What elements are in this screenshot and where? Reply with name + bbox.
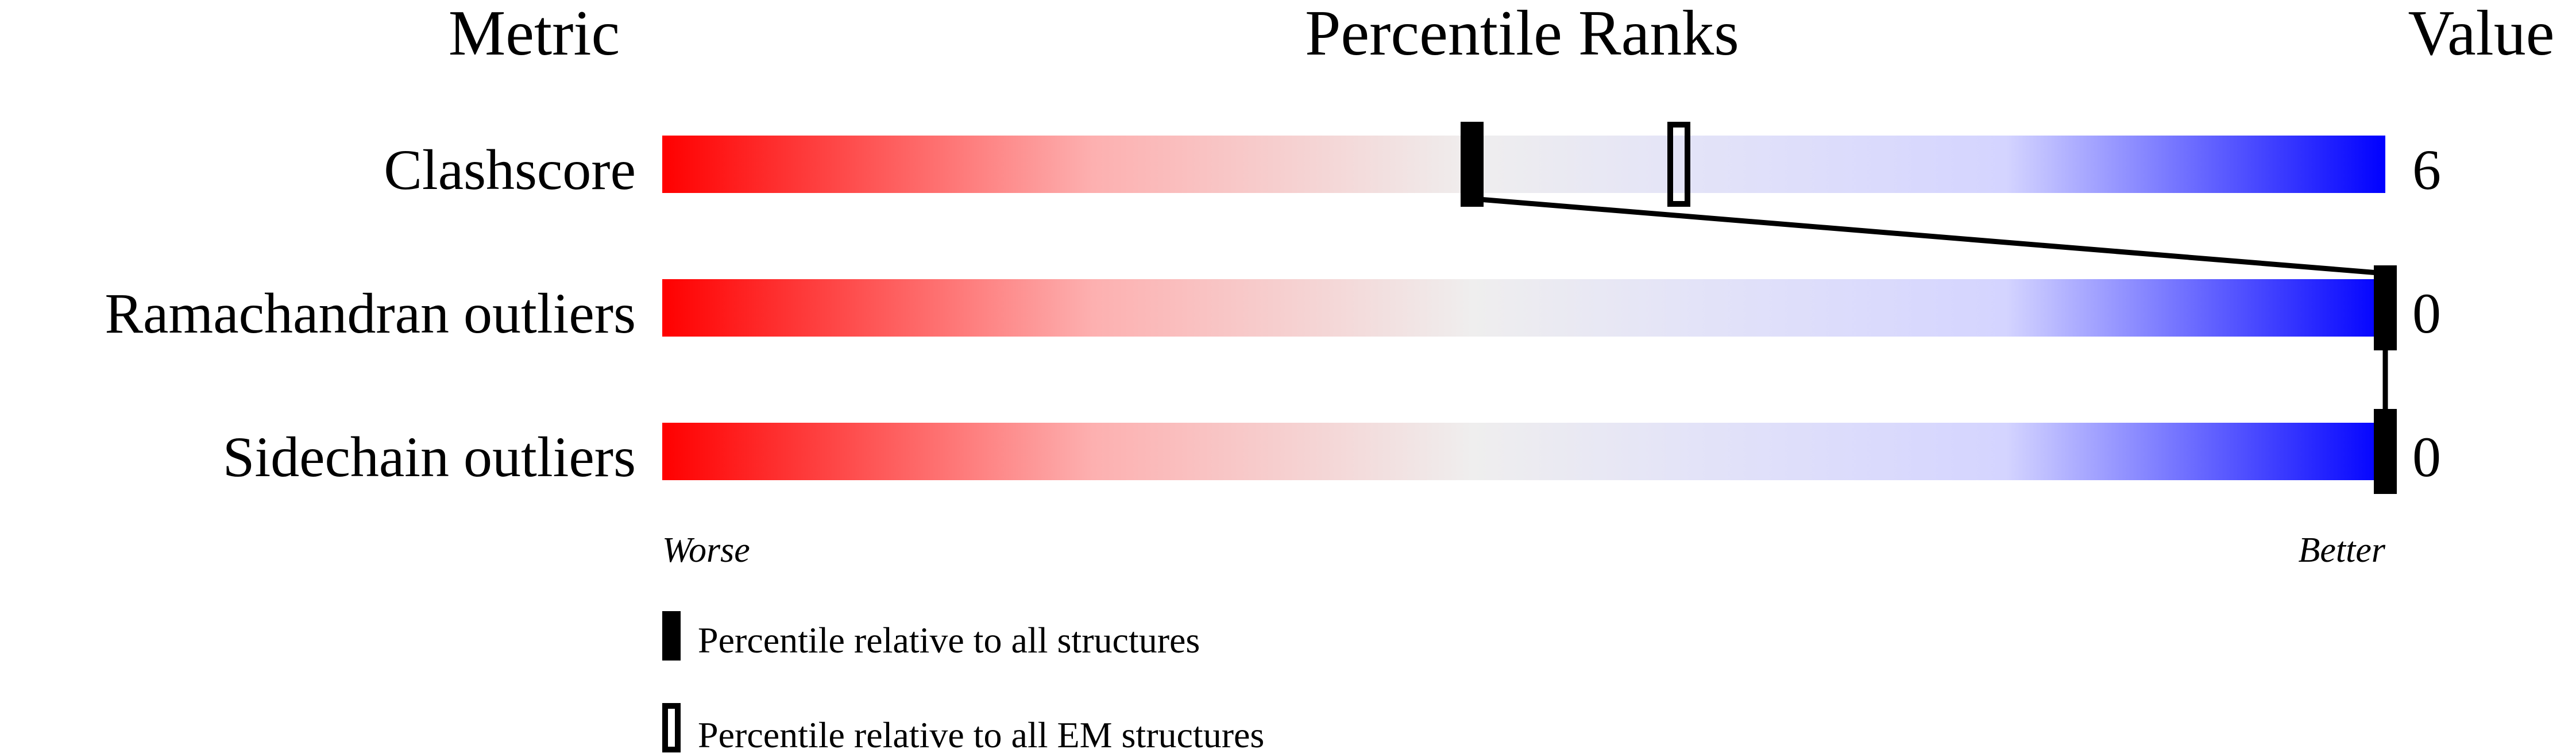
legend-hollow-marker-icon	[662, 703, 681, 752]
all-percentile-marker	[1461, 122, 1484, 207]
metric-label: Clashscore	[384, 138, 636, 202]
metric-value: 6	[2412, 138, 2441, 202]
axis-label-worse: Worse	[662, 531, 750, 570]
header-value: Value	[2408, 0, 2554, 69]
legend-label-all: Percentile relative to all structures	[698, 620, 1200, 661]
percentile-bar	[662, 136, 2385, 193]
legend-label-em: Percentile relative to all EM structures	[698, 715, 1264, 753]
percentile-connector-line	[1472, 196, 2386, 276]
em-percentile-marker	[1667, 122, 1690, 207]
all-percentile-marker	[2374, 409, 2397, 494]
all-percentile-marker	[2374, 265, 2397, 350]
percentile-bar	[662, 423, 2385, 480]
metric-label: Ramachandran outliers	[105, 281, 636, 345]
axis-label-better: Better	[2299, 531, 2386, 570]
metric-label: Sidechain outliers	[223, 425, 636, 489]
metric-value: 0	[2412, 425, 2441, 489]
legend-filled-marker-icon	[662, 611, 681, 661]
header-percentile-ranks: Percentile Ranks	[1305, 0, 1739, 69]
percentile-bar	[662, 279, 2385, 337]
header-metric: Metric	[449, 0, 620, 69]
metric-value: 0	[2412, 281, 2441, 345]
